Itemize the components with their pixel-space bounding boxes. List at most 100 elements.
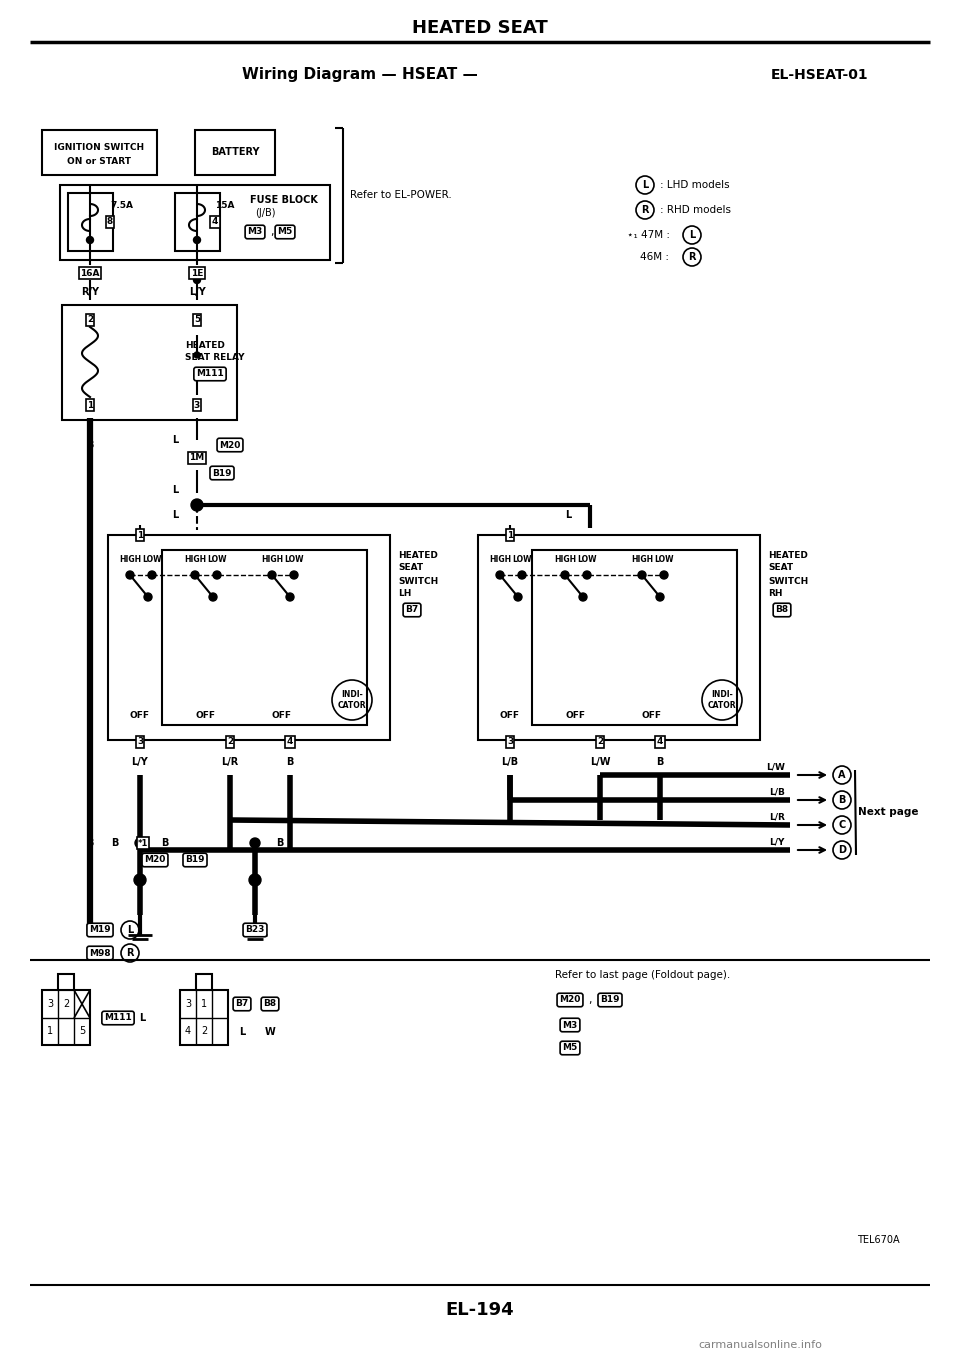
Text: carmanualsonline.info: carmanualsonline.info — [698, 1340, 822, 1350]
Text: B: B — [657, 756, 663, 767]
Bar — [162, 550, 367, 725]
Bar — [195, 130, 275, 175]
Circle shape — [583, 570, 591, 579]
Text: M5: M5 — [563, 1043, 578, 1052]
Bar — [196, 974, 212, 990]
Text: B: B — [161, 838, 169, 847]
Text: B: B — [86, 838, 94, 847]
Text: 1M: 1M — [189, 454, 204, 463]
Text: FUSE BLOCK: FUSE BLOCK — [250, 196, 318, 205]
Circle shape — [194, 277, 201, 284]
Text: LOW: LOW — [577, 555, 597, 565]
Text: OFF: OFF — [130, 710, 150, 720]
Circle shape — [126, 570, 134, 579]
Text: 46M :: 46M : — [627, 253, 669, 262]
Text: B: B — [286, 756, 294, 767]
Text: L: L — [642, 181, 648, 190]
Text: M3: M3 — [563, 1020, 578, 1029]
Circle shape — [514, 593, 522, 602]
Circle shape — [209, 593, 217, 602]
Text: : RHD models: : RHD models — [660, 205, 731, 215]
Circle shape — [638, 570, 646, 579]
Text: L/W: L/W — [766, 762, 785, 771]
Text: ,: , — [270, 227, 274, 238]
Text: HEATED: HEATED — [768, 550, 808, 559]
Text: INDI-
CATOR: INDI- CATOR — [708, 690, 736, 710]
Text: 1: 1 — [137, 531, 143, 539]
Text: LOW: LOW — [513, 555, 532, 565]
Text: L: L — [172, 511, 179, 520]
Text: B: B — [252, 838, 258, 847]
Text: M20: M20 — [560, 995, 581, 1005]
Circle shape — [579, 593, 587, 602]
Text: L/Y: L/Y — [770, 838, 785, 846]
Text: 3: 3 — [47, 999, 53, 1009]
Text: HIGH: HIGH — [554, 555, 576, 565]
Text: HIGH: HIGH — [489, 555, 511, 565]
Text: 2: 2 — [62, 999, 69, 1009]
Text: L: L — [172, 435, 179, 445]
Circle shape — [268, 570, 276, 579]
Circle shape — [656, 593, 664, 602]
Text: B7: B7 — [405, 606, 419, 615]
Circle shape — [148, 570, 156, 579]
Text: SWITCH: SWITCH — [398, 577, 439, 585]
Text: 3: 3 — [194, 401, 200, 410]
Bar — [58, 974, 74, 990]
Text: OFF: OFF — [272, 710, 292, 720]
Text: IGNITION SWITCH: IGNITION SWITCH — [54, 144, 144, 152]
Text: M5: M5 — [277, 228, 293, 236]
Text: L/R: L/R — [769, 812, 785, 822]
Text: HEATED: HEATED — [185, 341, 225, 349]
Text: HIGH: HIGH — [119, 555, 141, 565]
Text: OFF: OFF — [642, 710, 662, 720]
Text: 3: 3 — [137, 737, 143, 747]
Text: 1: 1 — [201, 999, 207, 1009]
Text: B19: B19 — [212, 469, 231, 478]
Bar — [60, 185, 330, 259]
Text: 4: 4 — [212, 217, 218, 227]
Text: LOW: LOW — [142, 555, 161, 565]
Text: 5: 5 — [79, 1027, 85, 1036]
Text: 2: 2 — [597, 737, 603, 747]
Bar — [532, 550, 737, 725]
Bar — [42, 990, 90, 1046]
Text: M20: M20 — [144, 856, 166, 865]
Text: L: L — [564, 511, 571, 520]
Text: 16A: 16A — [81, 269, 100, 277]
Text: 4: 4 — [287, 737, 293, 747]
Text: SEAT: SEAT — [398, 564, 423, 573]
Circle shape — [561, 570, 569, 579]
Text: B: B — [111, 838, 119, 847]
Circle shape — [496, 570, 504, 579]
Circle shape — [213, 570, 221, 579]
Text: L: L — [239, 1027, 245, 1038]
Text: L/W: L/W — [589, 756, 611, 767]
Text: 4: 4 — [657, 737, 663, 747]
Text: B: B — [838, 794, 846, 805]
Text: INDI-
CATOR: INDI- CATOR — [338, 690, 367, 710]
Text: 2: 2 — [227, 737, 233, 747]
Text: 4: 4 — [185, 1027, 191, 1036]
Circle shape — [191, 570, 199, 579]
Text: 2: 2 — [86, 315, 93, 325]
Text: B19: B19 — [600, 995, 620, 1005]
Circle shape — [194, 352, 200, 359]
Text: L/R: L/R — [222, 756, 239, 767]
Text: B8: B8 — [263, 999, 276, 1009]
Text: OFF: OFF — [195, 710, 215, 720]
Text: C: C — [838, 820, 846, 830]
Text: LOW: LOW — [284, 555, 303, 565]
Bar — [478, 535, 760, 740]
Text: Wiring Diagram — HSEAT —: Wiring Diagram — HSEAT — — [242, 68, 478, 83]
Bar — [180, 990, 228, 1046]
Text: R/Y: R/Y — [81, 287, 99, 297]
Text: LH: LH — [398, 589, 412, 599]
Circle shape — [518, 570, 526, 579]
Text: A: A — [838, 770, 846, 779]
Bar — [175, 193, 220, 251]
Text: ,: , — [588, 995, 591, 1005]
Text: M111: M111 — [196, 369, 224, 379]
Circle shape — [286, 593, 294, 602]
Text: SWITCH: SWITCH — [768, 577, 808, 585]
